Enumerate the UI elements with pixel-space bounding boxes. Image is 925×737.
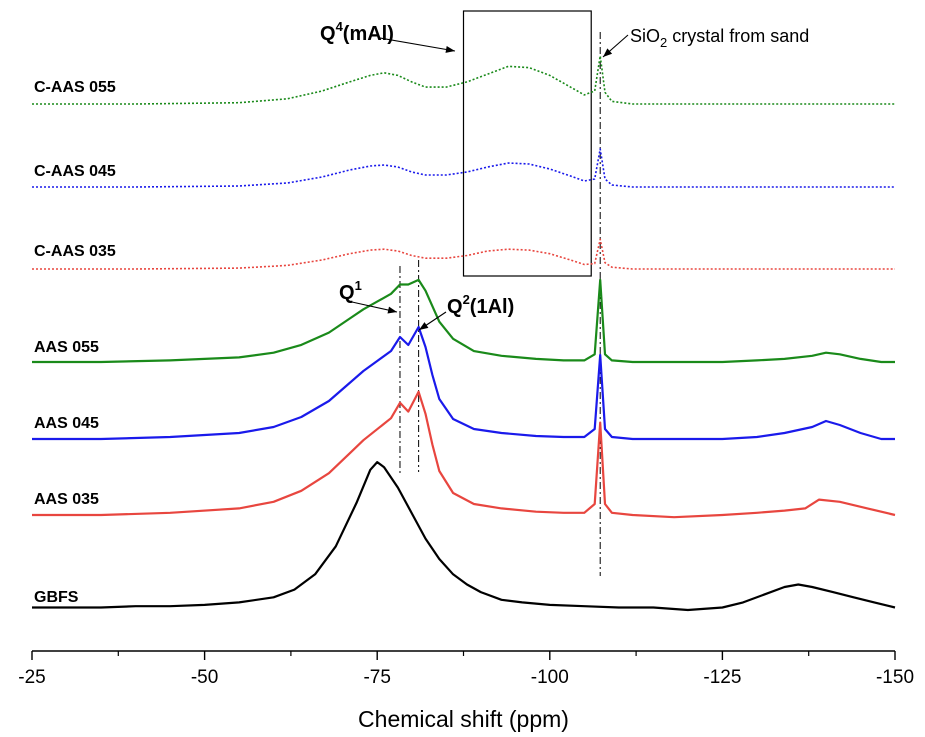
- series-line-aas-035: [32, 390, 896, 519]
- annotation-q2: Q2(1Al): [447, 292, 514, 318]
- series-line-c-aas-055: [32, 55, 895, 105]
- annotation-arrowhead-q1: [387, 306, 397, 314]
- x-tick-label: -75: [363, 667, 390, 688]
- series-label-aas-045: AAS 045: [34, 415, 99, 432]
- annotation-arrowhead-q2: [419, 322, 429, 330]
- x-tick-label: -125: [703, 667, 741, 688]
- annotation-q1: Q1: [339, 278, 362, 304]
- x-axis-title: Chemical shift (ppm): [358, 706, 569, 732]
- series-line-c-aas-045: [32, 148, 895, 188]
- x-tick-label: -100: [531, 667, 569, 688]
- series-label-gbfs: GBFS: [34, 589, 79, 606]
- series-line-aas-045: [32, 325, 895, 441]
- series-line-aas-055: [32, 278, 895, 364]
- annotation-arrowhead-q4: [445, 46, 455, 53]
- series-line-gbfs: [32, 461, 896, 612]
- x-tick-label: -50: [191, 667, 218, 688]
- x-tick-label: -150: [876, 667, 914, 688]
- annotation-sio2: SiO2 crystal from sand: [630, 26, 809, 50]
- series-label-aas-055: AAS 055: [34, 339, 99, 356]
- series-label-aas-035: AAS 035: [34, 491, 99, 508]
- q4-highlight-box: [462, 10, 592, 277]
- annotation-arrowhead-sio2: [603, 48, 613, 57]
- series-label-c-aas-055: C-AAS 055: [34, 79, 116, 96]
- series-label-c-aas-045: C-AAS 045: [34, 163, 116, 180]
- annotation-arrow-q4: [379, 37, 456, 52]
- x-tick-label: -25: [18, 667, 45, 688]
- annotation-q4: Q4(mAl): [320, 19, 394, 45]
- series-line-c-aas-035: [32, 238, 895, 270]
- series-label-c-aas-035: C-AAS 035: [34, 243, 116, 260]
